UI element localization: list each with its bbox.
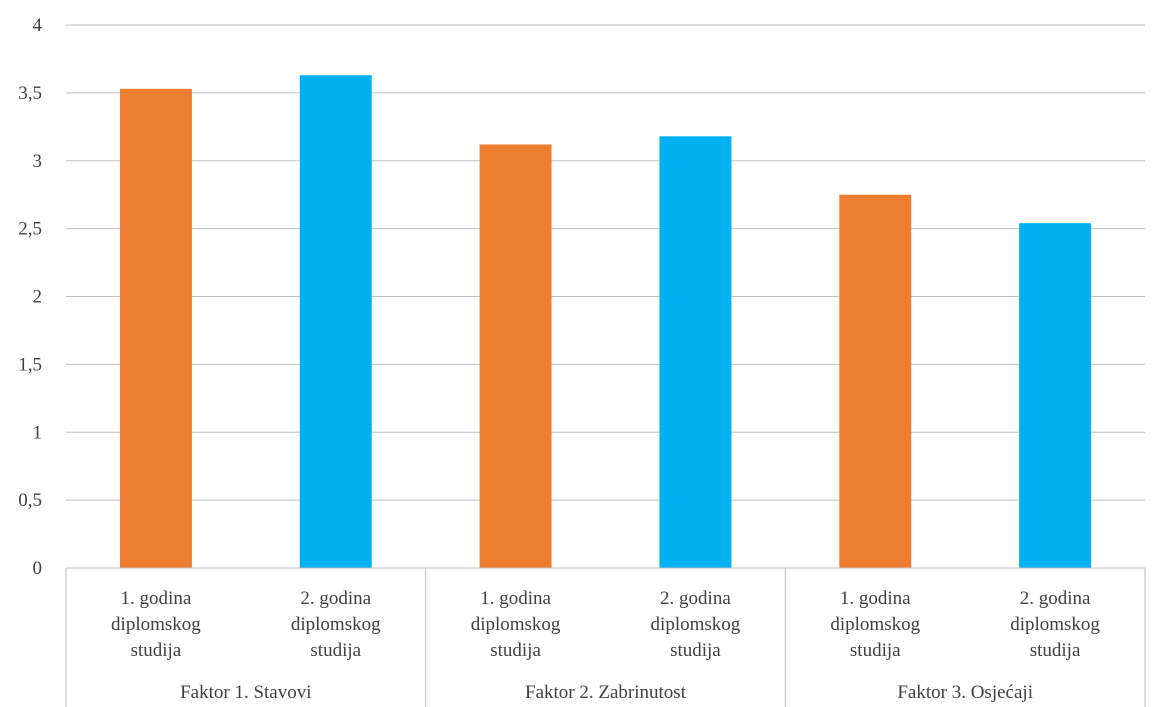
x-category-label: studija [850,640,901,661]
bar [659,136,732,568]
x-category-label: studija [310,640,361,661]
x-category-label: diplomskog [830,614,920,635]
y-tick-label: 0,5 [18,490,42,511]
x-axis: 1. godina diplomskog studija 2. godina diplo… [65,567,1146,707]
x-group-label: Faktor 1. Stavovi [180,682,311,703]
x-category-label: diplomskog [651,614,741,635]
y-tick-label: 4 [33,15,43,36]
gridlines [66,24,1145,501]
x-group-label: Faktor 3. Osjećaji [897,682,1033,703]
y-axis-tick-labels: 0 0,5 1 1,5 2 2,5 3 3,5 4 [18,15,42,579]
x-category-label: diplomskog [1010,614,1100,635]
x-category-label: diplomskog [291,614,381,635]
bar [479,144,552,568]
x-category-label: 2. godina [300,588,371,609]
x-category-label: 2. godina [1020,588,1091,609]
bars [119,75,1092,569]
y-tick-label: 1 [33,422,43,443]
x-category-label: 1. godina [840,588,911,609]
x-category-label: studija [670,640,721,661]
x-category-label: studija [1030,640,1081,661]
x-category-label: 2. godina [660,588,731,609]
x-group-label: Faktor 2. Zabrinutost [525,682,687,703]
y-tick-label: 3 [33,151,43,172]
y-tick-label: 3,5 [18,83,42,104]
x-category-label: 1. godina [121,588,192,609]
x-category-label: 1. godina [480,588,551,609]
bar [1019,223,1092,568]
y-tick-label: 2 [33,287,43,308]
x-category-label: diplomskog [471,614,561,635]
bar [839,194,912,568]
y-tick-label: 2,5 [18,219,42,240]
y-tick-label: 0 [33,558,43,579]
y-tick-label: 1,5 [18,354,42,375]
bar [119,88,192,569]
bar [299,75,372,568]
x-category-label: studija [490,640,541,661]
x-category-label: diplomskog [111,614,201,635]
x-category-label: studija [131,640,182,661]
